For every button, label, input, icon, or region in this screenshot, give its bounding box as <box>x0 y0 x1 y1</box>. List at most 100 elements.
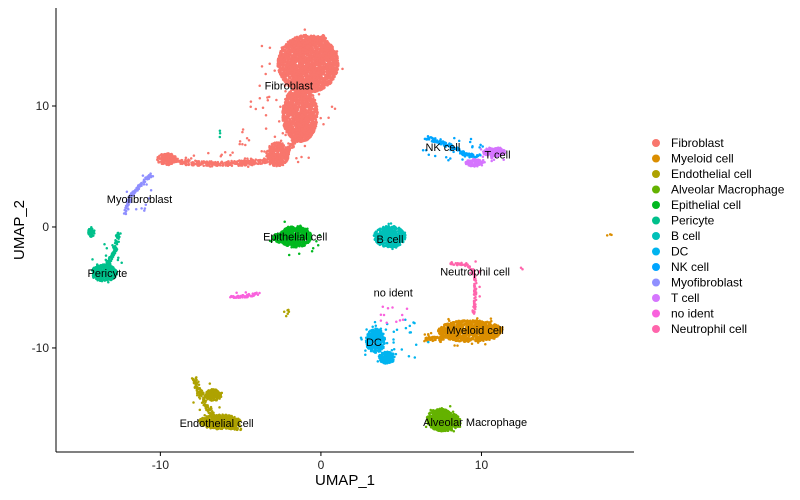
point-fibroblast <box>324 46 327 50</box>
point-fibroblast <box>302 64 306 68</box>
point-fibroblast <box>289 40 292 44</box>
point-fibroblast <box>304 128 307 132</box>
point-fibroblast <box>187 163 190 167</box>
point-fibroblast <box>296 131 300 134</box>
point-fibroblast <box>290 122 294 126</box>
point-fibroblast <box>306 95 310 98</box>
point-fibroblast <box>294 125 298 129</box>
point-fibroblast <box>279 73 283 77</box>
point-fibroblast <box>254 162 257 165</box>
point-fibroblast <box>279 71 282 75</box>
point-fibroblast <box>295 38 299 41</box>
data-points-layer <box>87 28 613 433</box>
point-fibroblast <box>307 57 310 61</box>
point-fibroblast <box>312 70 316 73</box>
point-fibroblast <box>260 162 264 165</box>
point-fibroblast <box>215 164 219 168</box>
point-fibroblast <box>305 50 309 54</box>
point-fibroblast <box>297 126 301 129</box>
point-fibroblast <box>234 162 237 166</box>
point-fibroblast <box>314 87 318 91</box>
point-fibroblast <box>311 41 314 44</box>
point-fibroblast <box>292 109 296 113</box>
point-fibroblast <box>251 162 254 166</box>
point-fibroblast <box>288 108 292 111</box>
point-fibroblast <box>299 69 302 72</box>
point-fibroblast <box>327 42 330 45</box>
point-fibroblast <box>321 54 324 57</box>
point-fibroblast <box>319 64 322 67</box>
point-fibroblast <box>208 160 211 163</box>
point-fibroblast <box>171 156 174 159</box>
point-fibroblast <box>302 111 306 115</box>
point-fibroblast <box>300 139 304 143</box>
point-fibroblast <box>306 98 310 102</box>
point-fibroblast <box>265 160 269 164</box>
point-fibroblast <box>309 55 313 59</box>
point-fibroblast <box>181 161 184 164</box>
point-fibroblast <box>156 158 159 161</box>
point-fibroblast <box>167 153 170 156</box>
point-fibroblast <box>167 163 170 167</box>
point-fibroblast <box>290 133 293 136</box>
point-fibroblast <box>314 35 318 39</box>
point-fibroblast <box>260 159 264 162</box>
point-fibroblast <box>312 101 315 104</box>
point-fibroblast <box>285 74 289 77</box>
point-fibroblast <box>293 46 297 50</box>
point-fibroblast <box>330 78 334 82</box>
point-fibroblast <box>313 98 317 102</box>
point-fibroblast <box>156 155 160 159</box>
point-fibroblast <box>323 73 327 77</box>
point-fibroblast <box>304 106 307 109</box>
point-fibroblast <box>202 164 205 167</box>
point-fibroblast <box>315 121 318 124</box>
point-fibroblast <box>292 118 295 122</box>
point-fibroblast <box>303 108 306 111</box>
point-fibroblast <box>302 44 305 47</box>
point-fibroblast <box>309 71 313 74</box>
point-fibroblast <box>336 57 339 60</box>
point-fibroblast <box>323 85 326 89</box>
point-fibroblast <box>302 58 306 62</box>
point-fibroblast <box>305 40 308 44</box>
point-fibroblast <box>244 163 248 167</box>
point-fibroblast <box>288 145 291 149</box>
point-fibroblast <box>305 124 308 127</box>
point-fibroblast <box>310 51 313 54</box>
point-fibroblast <box>291 130 294 133</box>
point-fibroblast <box>326 56 329 59</box>
point-fibroblast <box>295 40 298 44</box>
point-fibroblast <box>298 35 302 39</box>
point-fibroblast <box>296 134 300 138</box>
point-fibroblast <box>170 162 174 165</box>
point-fibroblast <box>289 120 292 123</box>
point-fibroblast <box>298 52 302 55</box>
point-fibroblast <box>316 82 320 86</box>
point-fibroblast <box>282 105 285 109</box>
point-fibroblast <box>283 119 287 123</box>
point-fibroblast <box>289 58 292 62</box>
point-fibroblast <box>282 113 286 116</box>
point-fibroblast <box>227 163 231 166</box>
point-fibroblast <box>316 112 319 116</box>
point-fibroblast <box>289 111 292 114</box>
point-fibroblast <box>297 118 300 121</box>
point-fibroblast <box>289 142 292 146</box>
point-fibroblast <box>243 163 246 166</box>
point-fibroblast <box>295 110 298 114</box>
point-fibroblast <box>318 88 321 92</box>
point-fibroblast <box>291 39 294 42</box>
point-fibroblast <box>293 57 297 61</box>
point-fibroblast <box>319 75 322 79</box>
point-fibroblast <box>309 134 312 137</box>
point-fibroblast <box>297 102 300 105</box>
point-fibroblast <box>315 48 318 51</box>
point-fibroblast <box>321 39 324 42</box>
series-fibroblast <box>156 28 344 168</box>
point-fibroblast <box>294 97 297 100</box>
point-fibroblast <box>278 64 282 68</box>
point-fibroblast <box>305 109 309 113</box>
point-fibroblast <box>301 67 304 70</box>
